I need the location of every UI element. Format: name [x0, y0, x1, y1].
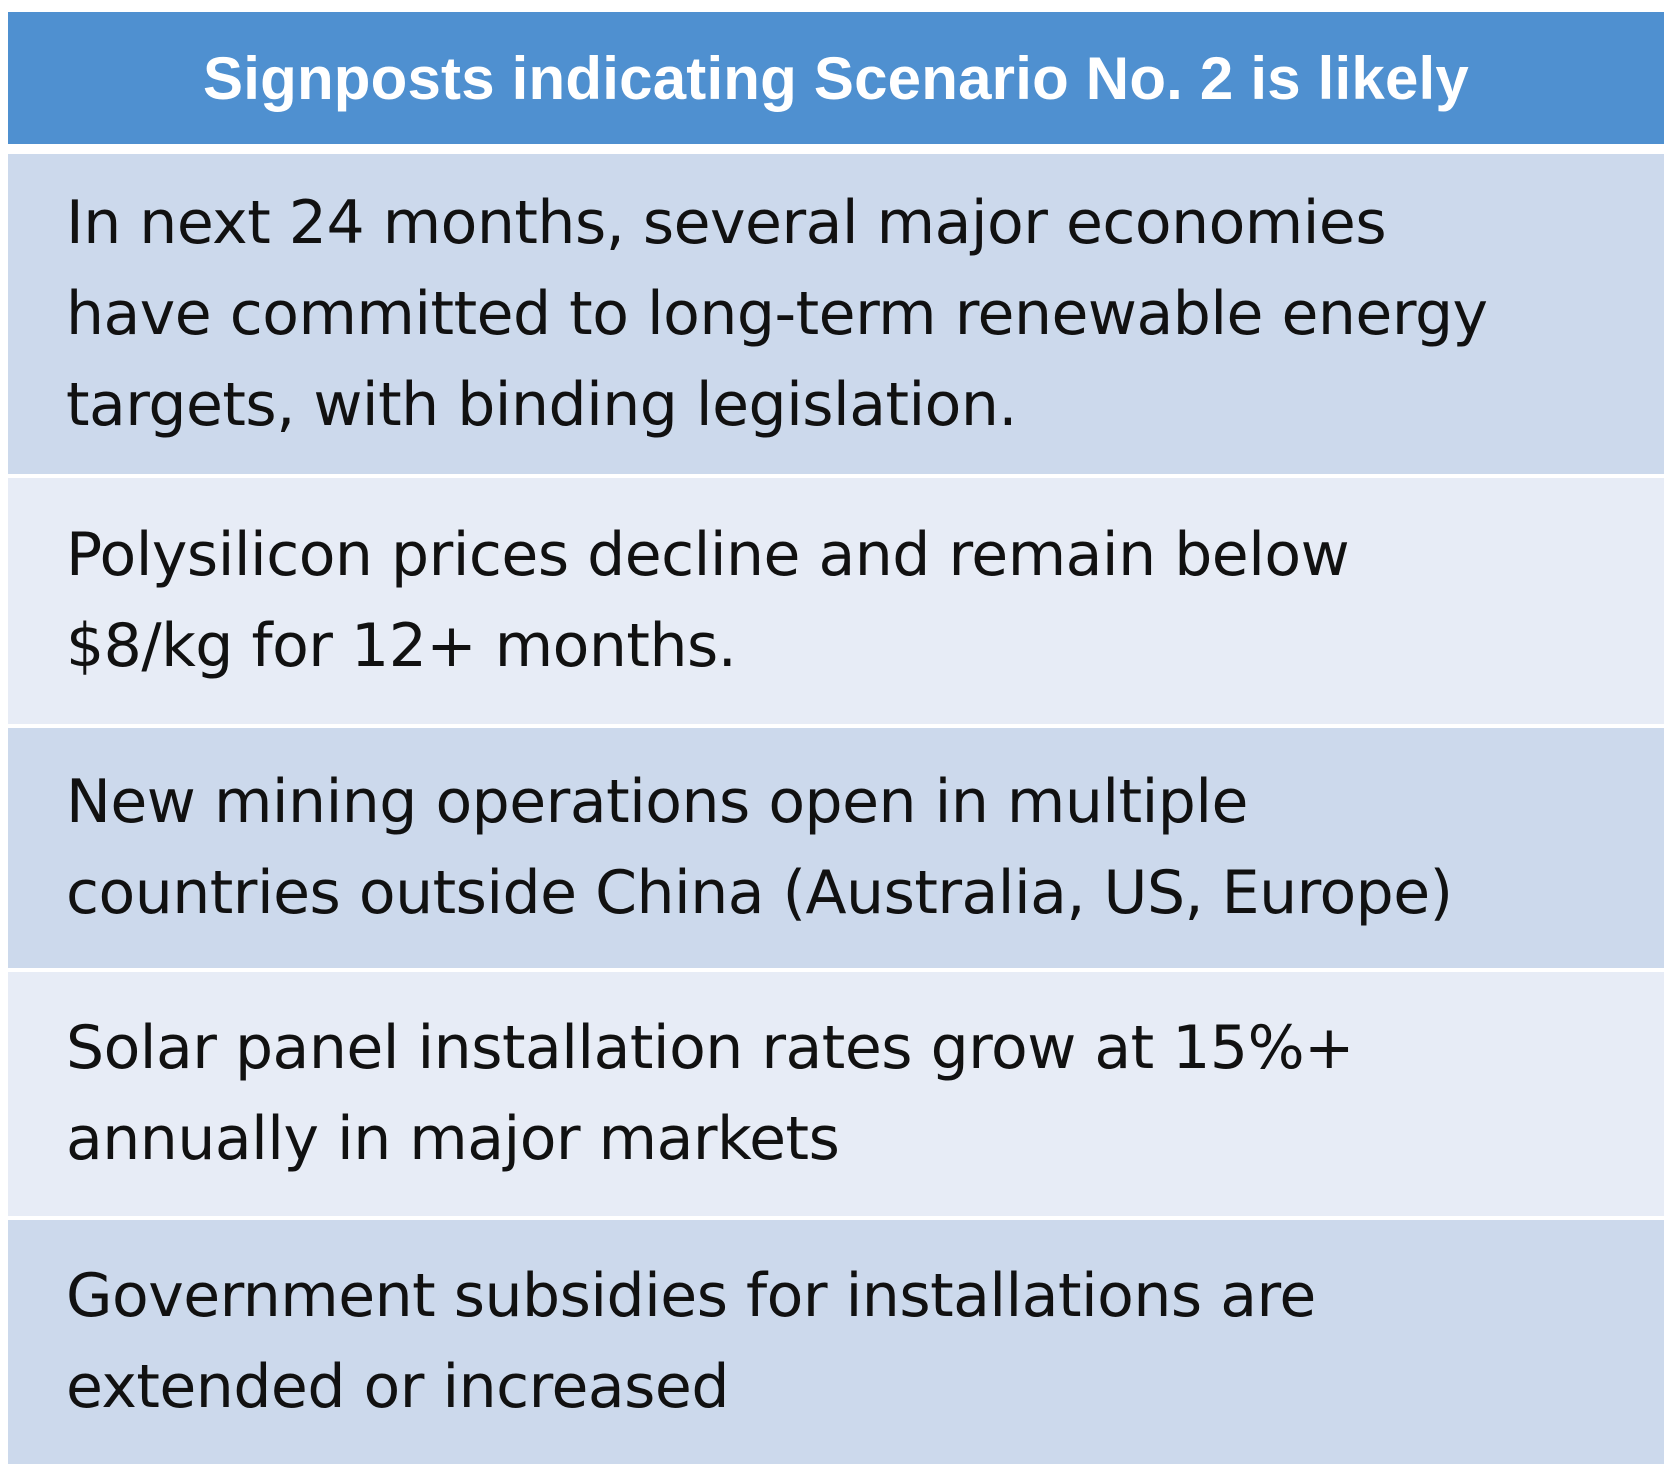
table-row: Polysilicon prices decline and remain be…: [8, 478, 1664, 724]
row-text: Government subsidies for installations a…: [66, 1251, 1316, 1433]
row-line: have committed to long-term renewable en…: [66, 278, 1488, 349]
row-line: annually in major markets: [66, 1104, 840, 1174]
row-text: Solar panel installation rates grow at 1…: [66, 1003, 1354, 1185]
row-line: targets, with binding legislation.: [66, 369, 1017, 440]
row-line: New mining operations open in multiple: [66, 767, 1248, 837]
row-line: In next 24 months, several major economi…: [66, 187, 1387, 258]
row-line: Solar panel installation rates grow at 1…: [66, 1013, 1354, 1083]
table-header: Signposts indicating Scenario No. 2 is l…: [8, 12, 1664, 144]
row-line: countries outside China (Australia, US, …: [66, 858, 1453, 928]
row-line: extended or increased: [66, 1352, 729, 1422]
row-text: New mining operations open in multiple c…: [66, 757, 1453, 939]
table-row: New mining operations open in multiple c…: [8, 728, 1664, 968]
signposts-table: Signposts indicating Scenario No. 2 is l…: [8, 12, 1664, 1468]
table-row: Solar panel installation rates grow at 1…: [8, 972, 1664, 1216]
table-row: Government subsidies for installations a…: [8, 1220, 1664, 1464]
row-line: Polysilicon prices decline and remain be…: [66, 520, 1350, 590]
row-line: Government subsidies for installations a…: [66, 1261, 1316, 1331]
row-line: $8/kg for 12+ months.: [66, 611, 737, 681]
row-text: In next 24 months, several major economi…: [66, 178, 1488, 451]
row-text: Polysilicon prices decline and remain be…: [66, 510, 1350, 692]
table-header-title: Signposts indicating Scenario No. 2 is l…: [203, 44, 1469, 112]
table-row: In next 24 months, several major economi…: [8, 154, 1664, 474]
